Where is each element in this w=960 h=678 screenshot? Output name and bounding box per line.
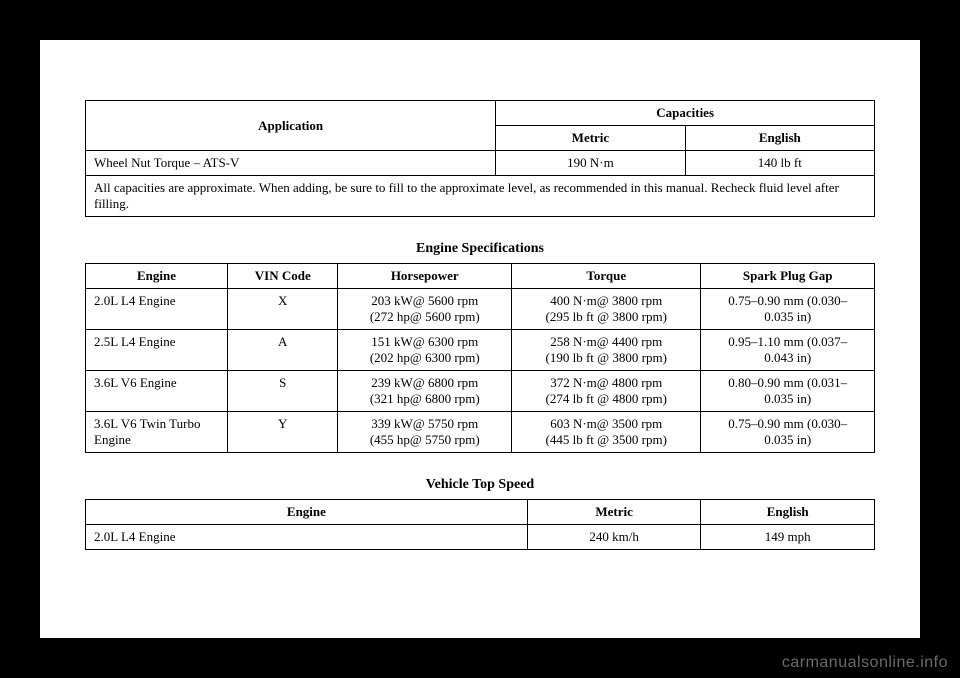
text: 0.75–0.90 mm (0.030– [728, 416, 847, 431]
table-row: 2.5L L4 Engine A 151 kW@ 6300 rpm(202 hp… [86, 330, 875, 371]
table-row: 3.6L V6 Twin Turbo Engine Y 339 kW@ 5750… [86, 412, 875, 453]
table-row: 2.0L L4 Engine 240 km/h 149 mph [86, 525, 875, 550]
text: 0.035 in) [764, 309, 811, 324]
text: 203 kW@ 5600 rpm [371, 293, 478, 308]
capacities-table: Application Capacities Metric English Wh… [85, 100, 875, 217]
cell-application: Wheel Nut Torque – ATS-V [86, 151, 496, 176]
cell-torque: 603 N·m@ 3500 rpm(445 lb ft @ 3500 rpm) [512, 412, 701, 453]
header-torque: Torque [512, 264, 701, 289]
cell-vin: Y [228, 412, 338, 453]
text: 339 kW@ 5750 rpm [371, 416, 478, 431]
top-speed-table: Engine Metric English 2.0L L4 Engine 240… [85, 499, 875, 550]
cell-gap: 0.75–0.90 mm (0.030–0.035 in) [701, 412, 875, 453]
text: 0.035 in) [764, 391, 811, 406]
text: (445 lb ft @ 3500 rpm) [546, 432, 667, 447]
header-gap: Spark Plug Gap [701, 264, 875, 289]
header-hp: Horsepower [338, 264, 512, 289]
cell-hp: 239 kW@ 6800 rpm(321 hp@ 6800 rpm) [338, 371, 512, 412]
cell-english: 149 mph [701, 525, 875, 550]
top-speed-title: Vehicle Top Speed [85, 477, 875, 493]
cell-metric: 240 km/h [527, 525, 701, 550]
header-metric: Metric [496, 126, 685, 151]
cell-gap: 0.80–0.90 mm (0.031–0.035 in) [701, 371, 875, 412]
text: (295 lb ft @ 3800 rpm) [546, 309, 667, 324]
table-row: 3.6L V6 Engine S 239 kW@ 6800 rpm(321 hp… [86, 371, 875, 412]
cell-vin: S [228, 371, 338, 412]
header-vin: VIN Code [228, 264, 338, 289]
text: (274 lb ft @ 4800 rpm) [546, 391, 667, 406]
text: 372 N·m@ 4800 rpm [550, 375, 662, 390]
cell-english: 140 lb ft [685, 151, 874, 176]
cell-engine: 3.6L V6 Engine [86, 371, 228, 412]
cell-vin: X [228, 289, 338, 330]
text: 603 N·m@ 3500 rpm [550, 416, 662, 431]
cell-torque: 400 N·m@ 3800 rpm(295 lb ft @ 3800 rpm) [512, 289, 701, 330]
text: (202 hp@ 6300 rpm) [370, 350, 480, 365]
header-application: Application [86, 101, 496, 151]
table-row: All capacities are approximate. When add… [86, 176, 875, 217]
text: (321 hp@ 6800 rpm) [370, 391, 480, 406]
cell-metric: 190 N·m [496, 151, 685, 176]
header-english: English [685, 126, 874, 151]
cell-gap: 0.75–0.90 mm (0.030–0.035 in) [701, 289, 875, 330]
text: 151 kW@ 6300 rpm [371, 334, 478, 349]
engine-spec-table: Engine VIN Code Horsepower Torque Spark … [85, 263, 875, 453]
cell-engine: 3.6L V6 Twin Turbo Engine [86, 412, 228, 453]
table-row: Engine Metric English [86, 500, 875, 525]
text: 239 kW@ 6800 rpm [371, 375, 478, 390]
table-row: Engine VIN Code Horsepower Torque Spark … [86, 264, 875, 289]
table-row: 2.0L L4 Engine X 203 kW@ 5600 rpm(272 hp… [86, 289, 875, 330]
text: 400 N·m@ 3800 rpm [550, 293, 662, 308]
cell-hp: 339 kW@ 5750 rpm(455 hp@ 5750 rpm) [338, 412, 512, 453]
text: 0.80–0.90 mm (0.031– [728, 375, 847, 390]
cell-vin: A [228, 330, 338, 371]
capacities-note: All capacities are approximate. When add… [86, 176, 875, 217]
cell-hp: 203 kW@ 5600 rpm(272 hp@ 5600 rpm) [338, 289, 512, 330]
header-capacities: Capacities [496, 101, 875, 126]
text: 0.043 in) [764, 350, 811, 365]
cell-gap: 0.95–1.10 mm (0.037–0.043 in) [701, 330, 875, 371]
page: Application Capacities Metric English Wh… [40, 40, 920, 638]
text: (190 lb ft @ 3800 rpm) [546, 350, 667, 365]
header-engine: Engine [86, 264, 228, 289]
text: 0.95–1.10 mm (0.037– [728, 334, 847, 349]
engine-spec-title: Engine Specifications [85, 241, 875, 257]
cell-torque: 372 N·m@ 4800 rpm(274 lb ft @ 4800 rpm) [512, 371, 701, 412]
text: 0.035 in) [764, 432, 811, 447]
cell-torque: 258 N·m@ 4400 rpm(190 lb ft @ 3800 rpm) [512, 330, 701, 371]
header-engine: Engine [86, 500, 528, 525]
text: (455 hp@ 5750 rpm) [370, 432, 480, 447]
cell-engine: 2.5L L4 Engine [86, 330, 228, 371]
table-row: Wheel Nut Torque – ATS-V 190 N·m 140 lb … [86, 151, 875, 176]
text: (272 hp@ 5600 rpm) [370, 309, 480, 324]
watermark: carmanualsonline.info [782, 654, 948, 672]
cell-engine: 2.0L L4 Engine [86, 525, 528, 550]
cell-engine: 2.0L L4 Engine [86, 289, 228, 330]
cell-hp: 151 kW@ 6300 rpm(202 hp@ 6300 rpm) [338, 330, 512, 371]
table-row: Application Capacities [86, 101, 875, 126]
text: 0.75–0.90 mm (0.030– [728, 293, 847, 308]
header-english: English [701, 500, 875, 525]
text: 258 N·m@ 4400 rpm [550, 334, 662, 349]
header-metric: Metric [527, 500, 701, 525]
